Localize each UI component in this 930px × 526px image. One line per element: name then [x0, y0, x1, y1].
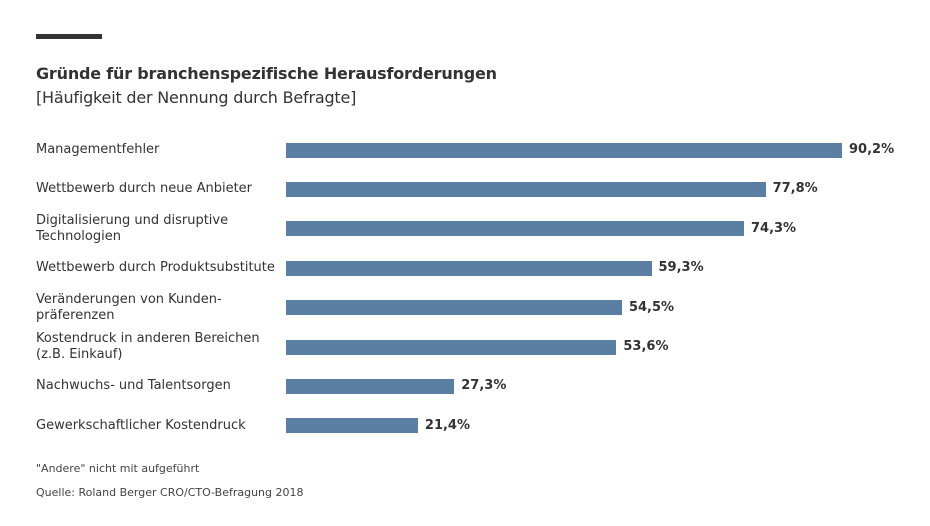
value-label: 77,8%: [772, 181, 818, 197]
bar: [286, 418, 418, 434]
source-note: Quelle: Roland Berger CRO/CTO-Befragung …: [36, 486, 304, 499]
bar: [286, 339, 617, 355]
category-label: Wettbewerb durch neue Anbieter: [36, 181, 253, 197]
bar: [286, 142, 842, 158]
bar: [286, 378, 455, 394]
footnote: "Andere" nicht mit aufgeführt: [36, 462, 200, 475]
chart-subtitle: [Häufigkeit der Nennung durch Befragte]: [36, 88, 357, 107]
value-label: 59,3%: [658, 260, 704, 276]
category-label: Veränderungen von Kunden- präferenzen: [36, 291, 222, 323]
chart-title: Gründe für branchenspezifische Herausfor…: [36, 64, 497, 83]
value-label: 53,6%: [623, 339, 669, 354]
value-label: 54,5%: [628, 299, 675, 315]
decorative-rule: [36, 34, 102, 39]
category-label: Digitalisierung und disruptive Technolog…: [36, 212, 229, 244]
bar: [286, 260, 652, 276]
value-label: 90,2%: [849, 142, 895, 157]
value-label: 21,4%: [424, 417, 471, 433]
category-label: Kostendruck in anderen Bereichen (z.B. E…: [36, 331, 260, 362]
value-label: 74,3%: [750, 220, 797, 236]
value-label: 27,3%: [461, 378, 507, 394]
bar: [286, 221, 744, 237]
category-label: Wettbewerb durch Produktsubstitute: [36, 260, 275, 276]
category-label: Nachwuchs- und Talentsorgen: [36, 378, 231, 394]
bar: [286, 300, 622, 316]
category-label: Gewerkschaftlicher Kostendruck: [36, 417, 246, 433]
category-label: Managementfehler: [36, 142, 160, 157]
bar: [286, 181, 766, 197]
